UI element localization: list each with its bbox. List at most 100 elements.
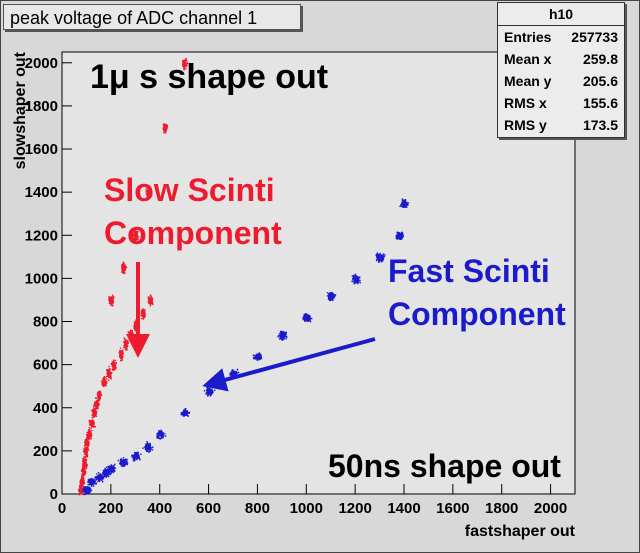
data-point [281, 338, 283, 341]
data-point [98, 396, 100, 398]
data-point [124, 264, 126, 267]
data-point [112, 366, 114, 368]
data-point [120, 354, 123, 357]
data-point [398, 237, 400, 239]
data-point [87, 436, 90, 438]
data-point [95, 413, 97, 415]
data-point [124, 267, 127, 270]
data-point [149, 447, 152, 449]
data-point [86, 447, 88, 449]
data-point [85, 443, 87, 445]
data-point [285, 336, 287, 338]
data-point [86, 453, 88, 456]
x-tick-label: 200 [98, 500, 123, 517]
stats-value: 257733 [571, 29, 618, 45]
data-point [357, 281, 360, 283]
data-point [90, 480, 92, 482]
data-point [110, 296, 113, 298]
data-point [188, 411, 191, 414]
data-point [141, 314, 143, 317]
data-point [113, 296, 115, 298]
data-point [109, 377, 112, 379]
data-point [151, 299, 153, 302]
data-point [92, 480, 95, 482]
data-point [157, 437, 160, 439]
data-point [146, 450, 148, 452]
data-point [304, 316, 306, 318]
data-point [182, 64, 184, 66]
data-point [284, 334, 286, 336]
y-tick-label: 1600 [25, 141, 58, 158]
data-point [83, 489, 85, 491]
data-point [404, 199, 407, 202]
data-point [378, 254, 380, 256]
data-point [379, 257, 382, 260]
data-point [99, 393, 101, 395]
data-point [112, 369, 115, 371]
data-point [109, 304, 112, 306]
data-point [114, 359, 117, 362]
data-point [147, 187, 149, 189]
data-point [96, 401, 98, 404]
data-point [98, 479, 100, 481]
data-point [85, 460, 87, 462]
data-point [148, 192, 151, 195]
data-point [85, 487, 88, 489]
data-point [231, 373, 233, 375]
data-point [106, 378, 108, 380]
data-point [92, 482, 95, 484]
data-point [403, 201, 405, 203]
data-point [134, 459, 136, 461]
data-point [156, 434, 158, 437]
y-axis-label: slowshaper out [12, 51, 29, 169]
data-point [144, 448, 146, 450]
data-point [92, 424, 95, 427]
data-point [91, 429, 93, 432]
data-point [92, 419, 94, 421]
data-point [148, 194, 150, 196]
data-point [93, 403, 95, 406]
data-point [97, 395, 99, 397]
data-point [121, 359, 123, 361]
data-point [94, 410, 96, 412]
data-point [146, 447, 149, 449]
data-point [280, 331, 282, 334]
data-point [112, 465, 114, 467]
data-point [108, 368, 111, 370]
data-point [302, 318, 304, 321]
data-point [121, 349, 124, 351]
data-point [112, 367, 114, 369]
stats-row-mean-y: Mean y 205.6 [498, 70, 624, 92]
data-point [159, 432, 162, 435]
data-point [82, 472, 84, 475]
data-point [87, 434, 89, 436]
data-point [100, 475, 103, 478]
data-point [111, 302, 113, 304]
data-point [100, 394, 102, 396]
data-point [108, 472, 110, 475]
data-point [380, 260, 382, 262]
data-point [110, 362, 113, 365]
data-point [86, 434, 88, 436]
data-point [137, 454, 139, 456]
data-point [407, 204, 409, 206]
data-point [78, 489, 80, 491]
data-point [131, 330, 134, 333]
data-point [124, 272, 126, 274]
data-point [400, 237, 402, 239]
data-point [82, 469, 84, 471]
data-point [137, 455, 139, 457]
data-point [126, 458, 128, 461]
data-point [97, 399, 99, 401]
data-point [284, 331, 286, 334]
data-point [231, 372, 233, 375]
data-point [111, 372, 113, 374]
data-point [257, 357, 260, 359]
data-point [142, 313, 145, 315]
data-point [134, 235, 137, 238]
data-point [161, 433, 163, 436]
data-point [160, 437, 162, 440]
data-point [126, 463, 128, 466]
data-point [120, 357, 122, 359]
data-point [114, 368, 116, 371]
